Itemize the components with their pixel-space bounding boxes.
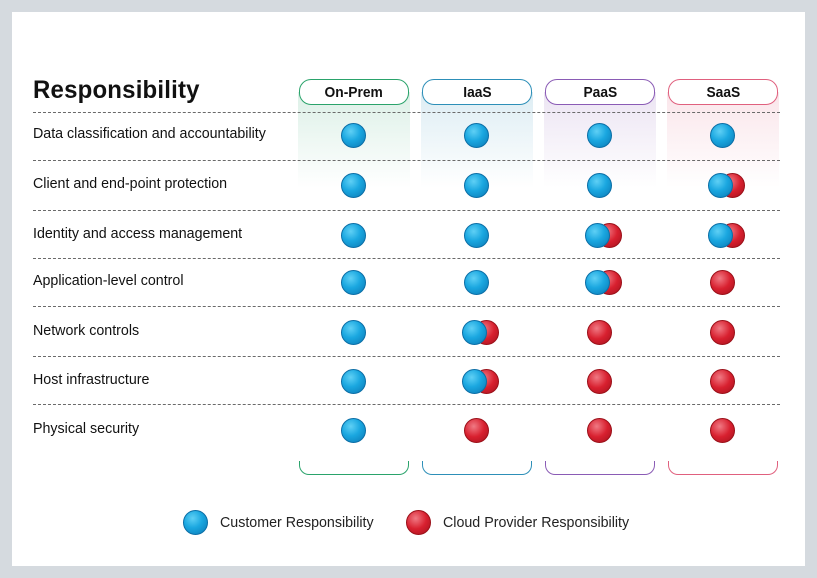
column-bracket-iaas bbox=[422, 461, 532, 475]
legend-provider-label: Cloud Provider Responsibility bbox=[443, 514, 630, 531]
matrix-title: Responsibility bbox=[33, 76, 200, 104]
cell-onprem-customer-dot bbox=[340, 319, 366, 345]
cell-saas-provider-dot bbox=[709, 319, 735, 345]
column-header-saas: SaaS bbox=[668, 79, 778, 105]
column-bracket-saas bbox=[668, 461, 778, 475]
cell-iaas-customer-dot bbox=[463, 269, 489, 295]
cell-saas-customer-dot bbox=[707, 172, 733, 198]
column-header-paas: PaaS bbox=[545, 79, 655, 105]
row-divider bbox=[33, 356, 780, 357]
column-bracket-onprem bbox=[299, 461, 409, 475]
column-header-iaas-label: IaaS bbox=[462, 83, 492, 101]
row-label: Identity and access management bbox=[33, 225, 243, 242]
cell-paas-customer-dot bbox=[584, 269, 610, 295]
cell-onprem-customer-dot bbox=[340, 222, 366, 248]
row-label: Network controls bbox=[33, 322, 140, 339]
column-bracket-paas bbox=[545, 461, 655, 475]
row-divider bbox=[33, 112, 780, 113]
row-divider bbox=[33, 258, 780, 259]
row-divider bbox=[33, 306, 780, 307]
cell-onprem-customer-dot bbox=[340, 269, 366, 295]
cell-iaas-customer-dot bbox=[461, 368, 487, 394]
customer-dot-icon bbox=[183, 510, 208, 535]
cell-iaas-customer-dot bbox=[463, 122, 489, 148]
row-divider bbox=[33, 160, 780, 161]
row-divider bbox=[33, 404, 780, 405]
column-header-saas-label: SaaS bbox=[706, 83, 740, 101]
cell-iaas-customer-dot bbox=[463, 222, 489, 248]
cell-paas-customer-dot bbox=[586, 172, 612, 198]
cell-saas-customer-dot bbox=[709, 122, 735, 148]
cell-paas-provider-dot bbox=[586, 319, 612, 345]
cell-onprem-customer-dot bbox=[340, 122, 366, 148]
cell-onprem-customer-dot bbox=[340, 417, 366, 443]
row-label: Host infrastructure bbox=[33, 371, 150, 388]
cell-paas-provider-dot bbox=[586, 368, 612, 394]
cell-paas-provider-dot bbox=[586, 417, 612, 443]
legend-customer-label: Customer Responsibility bbox=[220, 514, 374, 531]
cell-saas-provider-dot bbox=[709, 417, 735, 443]
cell-saas-provider-dot bbox=[709, 269, 735, 295]
column-header-iaas: IaaS bbox=[422, 79, 532, 105]
cell-paas-customer-dot bbox=[584, 222, 610, 248]
cell-saas-provider-dot bbox=[709, 368, 735, 394]
legend-provider: Cloud Provider Responsibility bbox=[406, 510, 639, 535]
cell-iaas-customer-dot bbox=[461, 319, 487, 345]
legend-customer: Customer Responsibility bbox=[183, 510, 382, 535]
cell-paas-customer-dot bbox=[586, 122, 612, 148]
cell-iaas-provider-dot bbox=[463, 417, 489, 443]
cell-saas-customer-dot bbox=[707, 222, 733, 248]
column-header-onprem-label: On-Prem bbox=[324, 83, 384, 101]
row-label: Application-level control bbox=[33, 272, 184, 289]
row-label: Data classification and accountability bbox=[33, 125, 266, 142]
row-divider bbox=[33, 210, 780, 211]
cell-onprem-customer-dot bbox=[340, 368, 366, 394]
cell-onprem-customer-dot bbox=[340, 172, 366, 198]
provider-dot-icon bbox=[406, 510, 431, 535]
row-label: Client and end-point protection bbox=[33, 175, 228, 192]
column-header-onprem: On-Prem bbox=[299, 79, 409, 105]
row-label: Physical security bbox=[33, 420, 140, 437]
column-header-paas-label: PaaS bbox=[583, 83, 617, 101]
cell-iaas-customer-dot bbox=[463, 172, 489, 198]
